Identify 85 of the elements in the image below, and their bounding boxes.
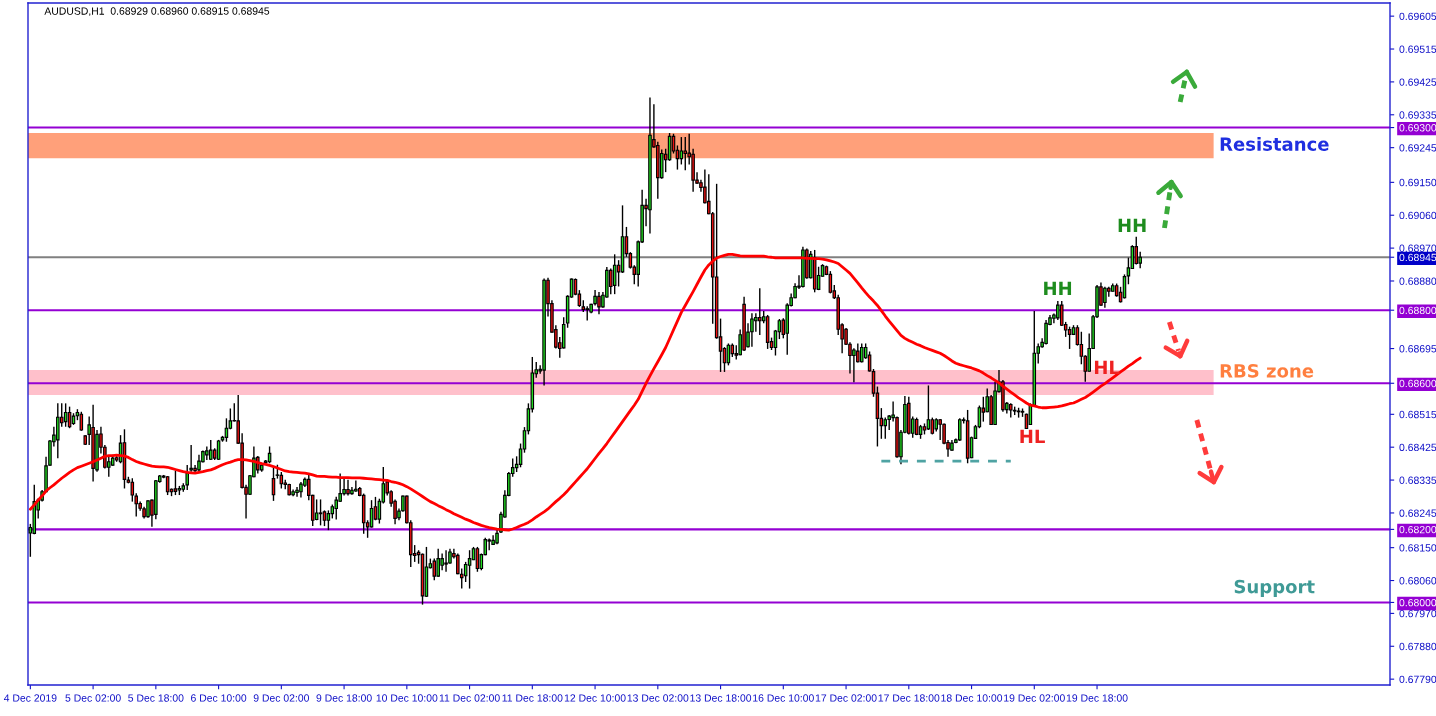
y-tick-label: 0.69060 [1399, 211, 1436, 220]
candlestick [750, 312, 754, 348]
y-tick-label: 0.68200 [1399, 525, 1436, 534]
band-label: RBS zone [1220, 364, 1314, 378]
x-tick-label: 17 Dec 02:00 [815, 694, 877, 702]
candlestick [334, 496, 339, 521]
candlestick [318, 498, 323, 527]
y-tick-label: 0.68600 [1399, 379, 1436, 388]
candlestick [467, 549, 472, 590]
candlestick [79, 411, 84, 432]
x-tick-label: 19 Dec 02:00 [1004, 694, 1065, 702]
y-tick-label: 0.67970 [1399, 609, 1436, 618]
candlestick [130, 477, 135, 503]
annotation: HH [1044, 281, 1072, 295]
candlestick [354, 479, 358, 493]
x-tick-label: 18 Dec 10:00 [941, 694, 1003, 702]
y-tick-label: 0.68800 [1399, 306, 1436, 315]
candlestick [326, 509, 331, 531]
candlestick [758, 287, 762, 336]
candlestick [56, 402, 60, 459]
candlestick [295, 486, 299, 498]
y-tick-label: 0.68060 [1399, 577, 1436, 585]
candlestick [981, 396, 986, 423]
annotation: HL [1094, 360, 1120, 374]
candlestick [444, 549, 448, 573]
y-tick-label: 0.69150 [1399, 178, 1436, 187]
ref-line-label: Support [1234, 579, 1315, 597]
y-tick-label: 0.68515 [1399, 410, 1436, 419]
candlestick [958, 417, 962, 442]
y-tick-label: 0.68425 [1399, 443, 1436, 452]
y-tick-label: 0.67880 [1399, 642, 1436, 651]
y-tick-label: 0.69425 [1399, 78, 1436, 86]
line-series [28, 252, 1142, 532]
candlestick [612, 253, 617, 295]
x-tick-label: 11 Dec 18:00 [502, 694, 563, 702]
x-tick-label: 16 Dec 10:00 [753, 694, 814, 702]
candlestick [852, 347, 856, 383]
x-tick-label: 10 Dec 10:00 [376, 694, 438, 702]
candlestick [487, 537, 491, 551]
candlestick [883, 416, 888, 440]
candlestick [436, 548, 440, 578]
x-tick-label: 9 Dec 02:00 [253, 694, 310, 702]
candlestick [679, 136, 684, 166]
y-tick-label: 0.67790 [1399, 675, 1436, 684]
y-tick-label: 0.68945 [1399, 253, 1436, 262]
x-tick-label: 19 Dec 18:00 [1066, 694, 1128, 702]
annotation: HL [1020, 429, 1045, 443]
y-tick-label: 0.68695 [1399, 345, 1436, 353]
y-tick-label: 0.69300 [1399, 124, 1436, 132]
candlestick [173, 469, 178, 496]
y-tick-label: 0.68880 [1399, 277, 1436, 285]
y-tick-label: 0.68245 [1399, 509, 1436, 517]
candlestick [1103, 286, 1107, 309]
candlestick [346, 479, 350, 497]
x-tick-label: 13 Dec 02:00 [627, 694, 689, 702]
x-tick-label: 11 Dec 02:00 [439, 694, 500, 702]
x-tick-label: 9 Dec 18:00 [316, 694, 372, 702]
y-tick-label: 0.69605 [1399, 12, 1436, 21]
x-tick-label: 17 Dec 18:00 [878, 694, 940, 702]
y-tick-label: 0.68335 [1399, 476, 1436, 484]
candlestick [926, 384, 931, 431]
chart-title: AUDUSD,H1 0.68929 0.68960 0.68915 0.68945 [44, 7, 270, 16]
y-tick-label: 0.68000 [1399, 598, 1436, 607]
candlestick [1134, 236, 1139, 266]
band-label: Resistance [1220, 136, 1329, 151]
candlestick [683, 136, 688, 171]
y-tick-label: 0.69515 [1399, 45, 1436, 53]
x-tick-label: 5 Dec 02:00 [65, 694, 121, 702]
y-tick-label: 0.68150 [1399, 544, 1436, 552]
x-tick-label: 12 Dec 10:00 [564, 694, 626, 702]
x-tick-label: 4 Dec 2019 [3, 694, 57, 702]
y-tick-label: 0.68970 [1399, 244, 1436, 252]
annotation: HH [1118, 218, 1146, 232]
candlestick [1044, 319, 1048, 346]
candlestick [1067, 325, 1072, 350]
candlestick [432, 557, 437, 581]
y-tick-label: 0.69245 [1399, 144, 1436, 152]
x-tick-label: 5 Dec 18:00 [128, 694, 184, 702]
candlestick [938, 418, 942, 441]
x-tick-label: 6 Dec 10:00 [191, 694, 247, 702]
x-tick-label: 13 Dec 18:00 [690, 694, 752, 702]
candlestick [63, 402, 68, 428]
y-tick-label: 0.69335 [1399, 111, 1436, 119]
candlestick [185, 464, 189, 491]
candlestick [597, 291, 601, 315]
